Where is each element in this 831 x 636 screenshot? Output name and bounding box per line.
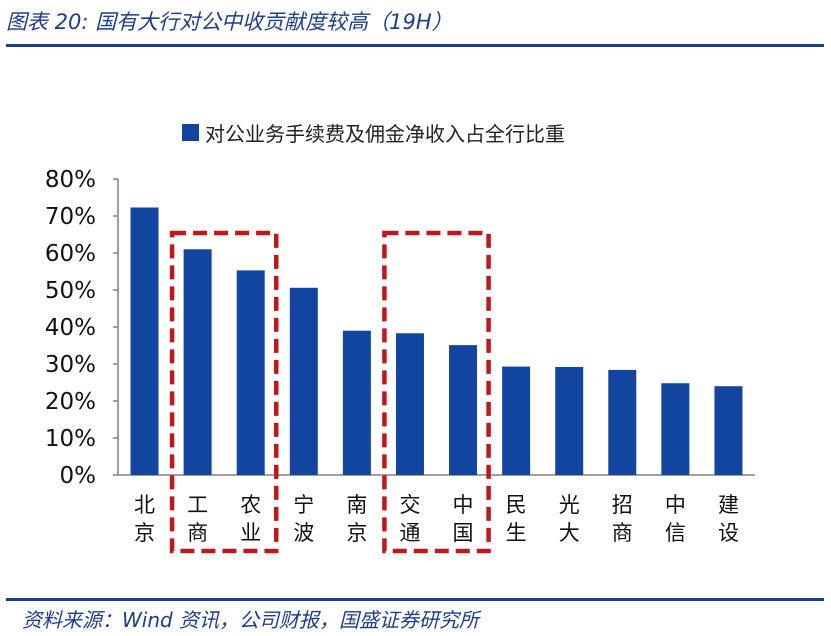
bar <box>714 386 743 475</box>
bar <box>130 207 159 476</box>
figure-title: 图表 20: 国有大行对公中收贡献度较高（19H） <box>6 10 453 34</box>
x-tick-label: 中国 <box>453 493 474 545</box>
x-tick-label: 招商 <box>612 493 633 545</box>
source-rule <box>6 598 824 601</box>
title-rule <box>6 44 824 47</box>
y-tick-label: 60% <box>45 241 96 267</box>
x-tick-label: 农业 <box>240 493 261 545</box>
bar <box>502 366 531 475</box>
x-tick-label: 民生 <box>506 493 527 545</box>
x-tick-label: 南京 <box>346 493 367 545</box>
y-tick-label: 70% <box>45 204 96 230</box>
legend-swatch <box>182 124 199 141</box>
bar <box>289 287 318 475</box>
x-tick-label: 光大 <box>559 493 580 545</box>
x-tick-label: 工商 <box>187 493 208 545</box>
bar <box>183 249 212 475</box>
x-tick-label: 北京 <box>134 493 155 545</box>
bar <box>342 330 371 475</box>
bar <box>395 333 424 475</box>
x-tick-label: 宁波 <box>293 493 314 545</box>
source-note: 资料来源：Wind 资讯，公司财报，国盛证券研究所 <box>22 608 480 632</box>
y-tick-label: 40% <box>45 315 96 341</box>
y-tick-label: 80% <box>45 167 96 193</box>
x-tick-label: 中信 <box>665 493 686 545</box>
y-tick-label: 0% <box>60 463 97 489</box>
bar <box>449 345 478 475</box>
x-tick-label: 交通 <box>399 493 420 545</box>
bar-chart: 0% 10% 20% 30% 40% 50% 60% 70% 80% 北京工商农业宁波南京交通中国… <box>45 167 755 554</box>
y-tick-label: 50% <box>45 278 96 304</box>
bar <box>608 369 637 475</box>
bar <box>661 383 690 475</box>
highlight-box <box>382 230 491 554</box>
highlight-box <box>169 230 279 554</box>
y-tick-label: 10% <box>45 426 96 452</box>
y-tick-label: 30% <box>45 352 96 378</box>
y-tick-label: 20% <box>45 389 96 415</box>
bar <box>555 366 584 475</box>
chart-legend: 对公业务手续费及佣金净收入占全行比重 <box>182 118 565 147</box>
legend-label: 对公业务手续费及佣金净收入占全行比重 <box>205 122 565 146</box>
bar <box>236 270 265 475</box>
x-tick-label: 建设 <box>718 493 739 545</box>
